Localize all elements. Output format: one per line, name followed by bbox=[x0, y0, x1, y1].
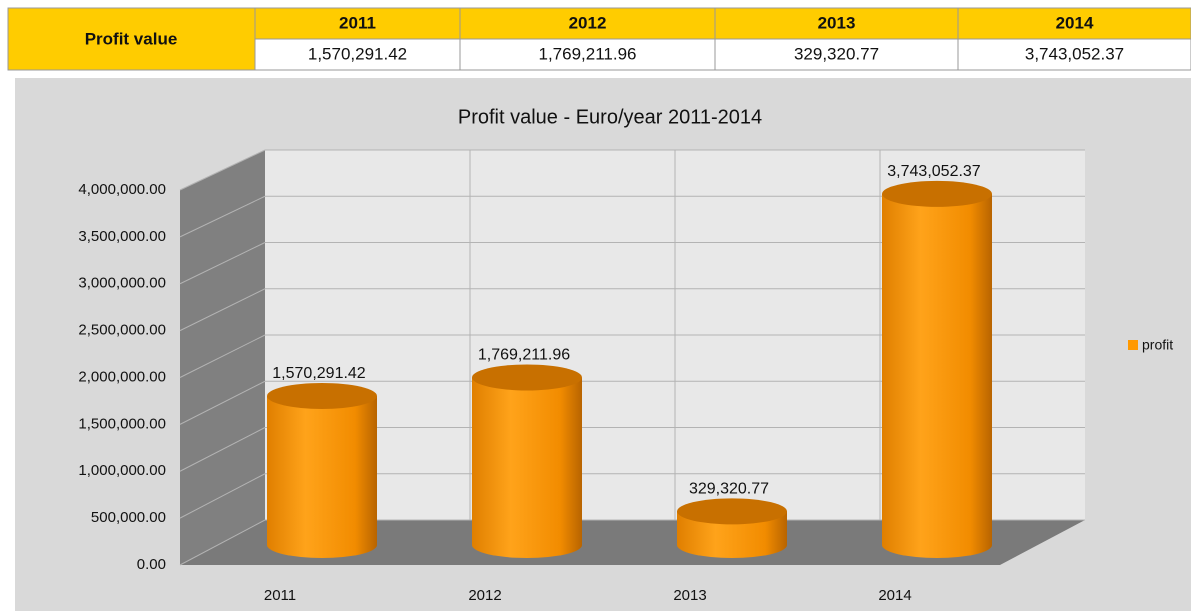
cell-text: 329,320.77 bbox=[794, 44, 879, 63]
side-wall bbox=[180, 150, 265, 565]
cell-text: 1,769,211.96 bbox=[539, 44, 637, 63]
cylinder bbox=[882, 193, 992, 559]
side-grid-line bbox=[179, 473, 266, 519]
plot: 0.00 500,000.00 1,000,000.00 1,500,000.00 2,… bbox=[78, 149, 1173, 604]
x-tick-label: 2012 bbox=[468, 587, 501, 604]
row-header: Profit value bbox=[85, 29, 178, 48]
chart-title: Profit value - Euro/year 2011-2014 bbox=[458, 106, 762, 128]
y-tick-label: 0.00 bbox=[137, 556, 166, 573]
column-header: 2012 bbox=[569, 13, 607, 32]
cell bbox=[957, 38, 1191, 71]
cell-text: 3,743,052.37 bbox=[1025, 44, 1124, 63]
legend-label: profit bbox=[1142, 337, 1173, 353]
side-grid-line bbox=[179, 288, 266, 332]
side-grid-line bbox=[179, 195, 266, 238]
cell bbox=[254, 38, 461, 71]
y-tick-label: 2,000,000.00 bbox=[78, 368, 166, 385]
column-header-cell bbox=[254, 7, 461, 40]
side-grid-line bbox=[179, 427, 266, 472]
column-header: 2013 bbox=[818, 13, 856, 32]
cylinder bbox=[267, 395, 377, 558]
header-cell bbox=[7, 7, 256, 71]
y-tick-label: 2,500,000.00 bbox=[78, 322, 166, 339]
cylinder-top bbox=[267, 382, 377, 409]
cylinder-top bbox=[472, 364, 582, 391]
cell-text: 1,570,291.42 bbox=[308, 44, 407, 63]
legend-swatch bbox=[1128, 340, 1138, 350]
data-label: 1,570,291.42 bbox=[272, 365, 366, 382]
y-tick-label: 3,500,000.00 bbox=[78, 228, 166, 245]
x-tick-label: 2011 bbox=[264, 587, 296, 604]
side-grid-line bbox=[179, 149, 266, 191]
column-header: 2011 bbox=[339, 13, 376, 32]
y-tick-label: 3,000,000.00 bbox=[78, 275, 166, 292]
floor bbox=[180, 520, 1085, 565]
data-label: 329,320.77 bbox=[689, 481, 769, 498]
table: Profit value 2011 1,570,291.42 2012 1,769,2… bbox=[7, 7, 1191, 71]
side-grid-line bbox=[179, 334, 266, 378]
data-label: 1,769,211.96 bbox=[478, 347, 570, 364]
x-tick-label: 2013 bbox=[673, 587, 706, 604]
y-tick-label: 500,000.00 bbox=[91, 509, 166, 526]
y-tick-label: 1,000,000.00 bbox=[78, 462, 166, 479]
x-tick-label: 2014 bbox=[878, 587, 911, 604]
column-header: 2014 bbox=[1056, 13, 1094, 32]
cylinder bbox=[472, 377, 582, 558]
cylinder-top bbox=[677, 498, 787, 525]
cylinder bbox=[677, 511, 787, 558]
column-header-cell bbox=[957, 7, 1191, 40]
cell bbox=[459, 38, 716, 71]
cylinder-top bbox=[882, 180, 992, 207]
side-grid-line bbox=[179, 242, 266, 285]
side-grid-line bbox=[179, 380, 266, 425]
side-grid-line bbox=[179, 519, 266, 566]
y-tick-label: 4,000,000.00 bbox=[78, 181, 166, 198]
y-tick-label: 1,500,000.00 bbox=[78, 415, 166, 432]
data-label: 3,743,052.37 bbox=[887, 163, 981, 180]
